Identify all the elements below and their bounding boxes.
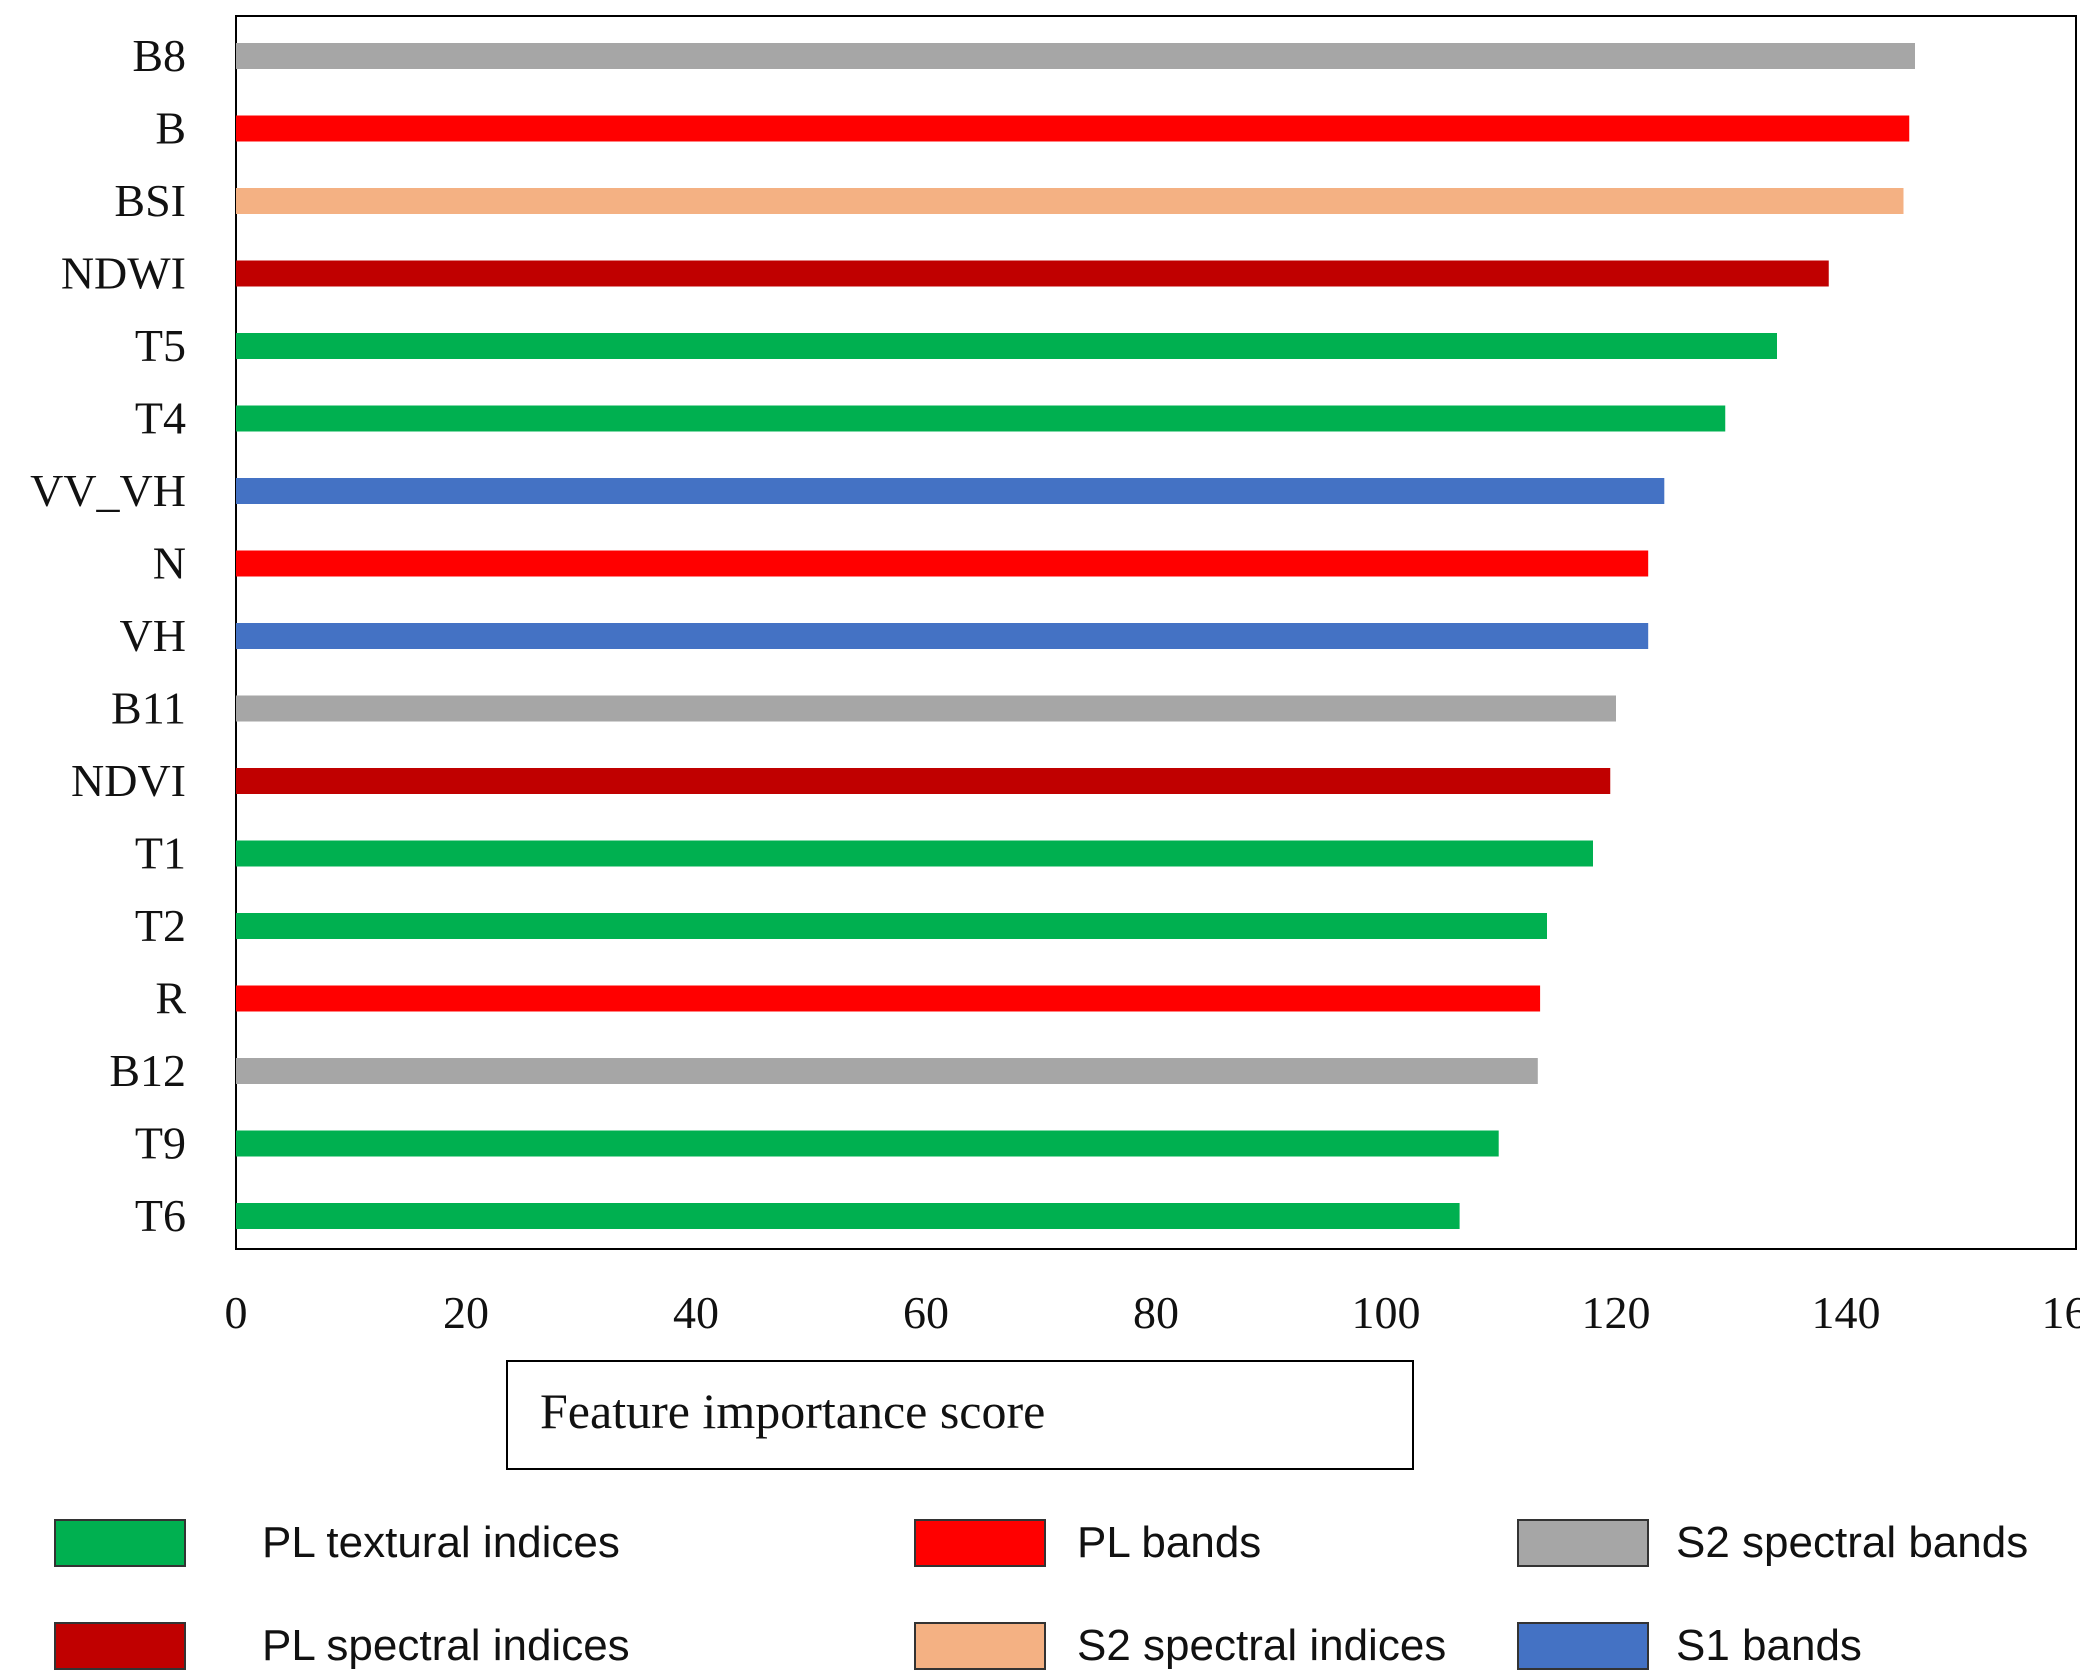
bar-ndvi <box>236 768 1611 794</box>
category-label-t1: T1 <box>135 828 186 879</box>
bar-b8 <box>236 43 1915 69</box>
legend-swatch-pl-bands <box>914 1519 1046 1567</box>
legend-swatch-s1-bands <box>1517 1622 1649 1670</box>
category-label-n: N <box>153 538 186 589</box>
legend-swatch-s2-spectral-indices <box>914 1622 1046 1670</box>
legend-label-s2-spectral-indices: S2 spectral indices <box>1077 1621 1446 1670</box>
legend-label-pl-spectral-indices: PL spectral indices <box>262 1621 630 1670</box>
category-label-b12: B12 <box>109 1045 186 1096</box>
category-label-ndvi: NDVI <box>71 755 186 806</box>
category-label-bsi: BSI <box>114 175 186 226</box>
category-label-t2: T2 <box>135 900 186 951</box>
x-tick-label-160: 160 <box>2042 1287 2080 1338</box>
x-tick-labels: 0 20 40 60 80 100 120 140 160 <box>225 1287 2080 1338</box>
bar-t5 <box>236 333 1777 359</box>
legend-label-pl-textural-indices: PL textural indices <box>262 1518 620 1567</box>
bar-vv-vh <box>236 478 1665 504</box>
x-axis-label: Feature importance score <box>540 1383 1045 1439</box>
category-label-t4: T4 <box>135 393 186 444</box>
category-label-vh: VH <box>120 610 186 661</box>
bar-b12 <box>236 1058 1538 1084</box>
bar-n <box>236 550 1649 577</box>
x-tick-label-60: 60 <box>903 1287 949 1338</box>
bar-bsi <box>236 188 1904 214</box>
bar-t9 <box>236 1130 1499 1157</box>
category-label-t5: T5 <box>135 320 186 371</box>
x-tick-label-0: 0 <box>225 1287 248 1338</box>
bar-t2 <box>236 913 1547 939</box>
category-label-b: B <box>155 103 186 154</box>
bar-ndwi <box>236 260 1829 287</box>
x-tick-label-100: 100 <box>1352 1287 1421 1338</box>
category-label-t6: T6 <box>135 1190 186 1241</box>
category-label-t9: T9 <box>135 1118 186 1169</box>
legend-swatch-s2-spectral-bands <box>1517 1519 1649 1567</box>
legend-label-s1-bands: S1 bands <box>1676 1621 1862 1670</box>
legend-swatch-pl-spectral-indices <box>54 1622 186 1670</box>
x-tick-label-140: 140 <box>1812 1287 1881 1338</box>
bar-t1 <box>236 840 1593 867</box>
category-label-vv-vh: VV_VH <box>30 465 186 516</box>
category-label-ndwi: NDWI <box>61 248 186 299</box>
bar-b11 <box>236 695 1616 722</box>
category-label-b11: B11 <box>111 683 186 734</box>
bar-t6 <box>236 1203 1460 1229</box>
legend-label-s2-spectral-bands: S2 spectral bands <box>1676 1518 2028 1567</box>
x-tick-label-40: 40 <box>673 1287 719 1338</box>
bar-t4 <box>236 405 1726 432</box>
bars-layer <box>236 43 1915 1229</box>
bar-r <box>236 985 1541 1012</box>
category-labels: B8 B BSI NDWI T5 T4 VV_VH N VH B11 NDVI T1 T2 R B12 T9 T… <box>30 30 186 1241</box>
legend: PL textural indices PL bands S2 spectral b… <box>54 1518 2028 1670</box>
legend-swatch-pl-textural-indices <box>54 1519 186 1567</box>
x-tick-label-80: 80 <box>1133 1287 1179 1338</box>
category-label-b8: B8 <box>132 30 186 81</box>
x-tick-label-20: 20 <box>443 1287 489 1338</box>
category-label-r: R <box>155 973 186 1024</box>
legend-label-pl-bands: PL bands <box>1077 1518 1261 1567</box>
bar-vh <box>236 623 1649 649</box>
x-tick-label-120: 120 <box>1582 1287 1651 1338</box>
x-axis-label-box <box>506 1360 1414 1470</box>
bar-b <box>236 115 1910 142</box>
